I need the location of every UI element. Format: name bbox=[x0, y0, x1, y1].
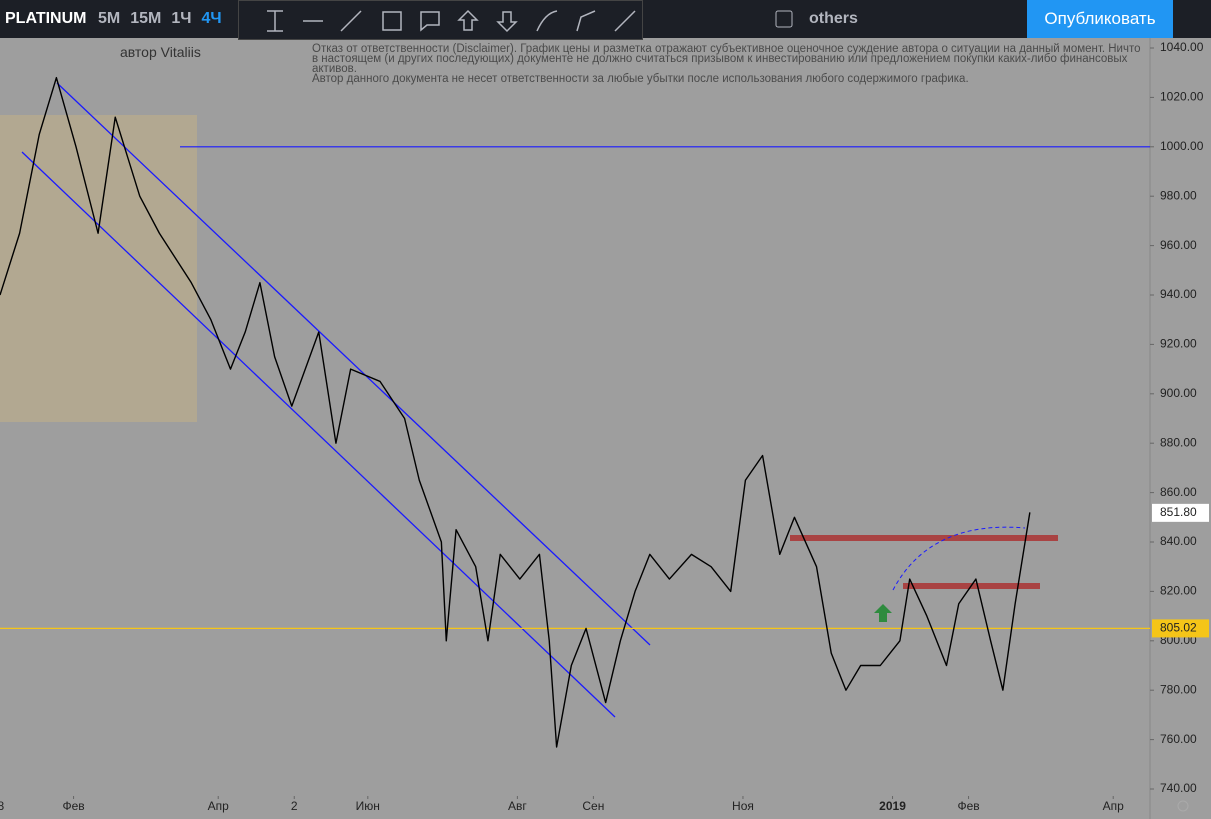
up-arrow bbox=[874, 604, 892, 622]
tool[interactable] bbox=[496, 11, 518, 33]
template-menu[interactable]: others bbox=[775, 0, 858, 38]
drawing-toolbar bbox=[238, 0, 643, 40]
square-icon bbox=[775, 10, 793, 28]
tool[interactable] bbox=[614, 10, 636, 32]
interval[interactable]: 5M bbox=[98, 10, 121, 27]
price-line bbox=[0, 76, 1031, 748]
y-tick-label: 780.00 bbox=[1160, 682, 1197, 696]
x-tick-label: Апр bbox=[1103, 799, 1125, 813]
price-tag bbox=[1152, 619, 1209, 638]
y-tick-label: 1020.00 bbox=[1160, 90, 1204, 104]
x-tick-label: Апр bbox=[208, 799, 230, 813]
x-tick-label: 18 bbox=[0, 799, 5, 813]
tool[interactable] bbox=[382, 11, 402, 31]
last-price-label: 851.80 bbox=[1160, 505, 1197, 519]
y-tick-label: 940.00 bbox=[1160, 287, 1197, 301]
projection-arc bbox=[892, 526, 1026, 591]
symbol[interactable]: PLATINUM bbox=[5, 10, 87, 27]
template-name[interactable]: others bbox=[809, 10, 858, 27]
plot: 740.00760.00780.00800.00820.00840.00860.… bbox=[0, 40, 1209, 813]
x-tick-label: Ноя bbox=[732, 799, 754, 813]
y-tick-label: 900.00 bbox=[1160, 386, 1197, 400]
y-tick-label: 860.00 bbox=[1160, 485, 1197, 499]
highlight-zone bbox=[0, 115, 197, 422]
tool[interactable] bbox=[576, 10, 596, 32]
interval[interactable]: 1Ч bbox=[171, 10, 192, 27]
x-tick-label: Июн bbox=[356, 799, 380, 813]
price-tag-label: 805.02 bbox=[1160, 621, 1197, 635]
y-tick-label: 740.00 bbox=[1160, 781, 1197, 795]
x-tick-label: Фев bbox=[957, 799, 979, 813]
y-tick-label: 840.00 bbox=[1160, 534, 1197, 548]
y-tick-label: 980.00 bbox=[1160, 188, 1197, 202]
disclaimer: Автор данного документа не несет ответст… bbox=[312, 73, 969, 85]
channel-upper bbox=[56, 82, 651, 646]
y-tick-label: 1000.00 bbox=[1160, 139, 1204, 153]
resistance-zone bbox=[790, 535, 1058, 541]
last-price-tag bbox=[1152, 503, 1209, 522]
x-tick-label: 2019 bbox=[879, 799, 906, 813]
y-tick-label: 760.00 bbox=[1160, 732, 1197, 746]
publish-button[interactable]: Опубликовать bbox=[1027, 0, 1173, 38]
tool[interactable] bbox=[457, 9, 479, 31]
x-tick-label: Сен bbox=[582, 799, 604, 813]
tool[interactable] bbox=[420, 11, 440, 32]
x-tick-label: Авг bbox=[508, 799, 527, 813]
y-tick-label: 1040.00 bbox=[1160, 40, 1204, 54]
x-tick-label: Фев bbox=[62, 799, 84, 813]
author: автор Vitaliis bbox=[120, 44, 201, 60]
disclaimer: Отказ от ответственности (Disclaimer). Г… bbox=[312, 43, 1141, 75]
interval[interactable]: 15M bbox=[130, 10, 162, 27]
settings-icon[interactable] bbox=[1177, 800, 1189, 812]
y-tick-label: 820.00 bbox=[1160, 584, 1197, 598]
tool[interactable] bbox=[267, 10, 283, 32]
x-tick-label: 2 bbox=[291, 799, 298, 813]
y-tick-label: 960.00 bbox=[1160, 238, 1197, 252]
drawing-tools bbox=[267, 9, 636, 33]
tool[interactable] bbox=[536, 10, 558, 32]
channel-lower bbox=[21, 151, 616, 718]
y-tick-label: 920.00 bbox=[1160, 337, 1197, 351]
tool[interactable] bbox=[340, 10, 362, 32]
y-tick-label: 880.00 bbox=[1160, 435, 1197, 449]
interval[interactable]: 4Ч bbox=[201, 10, 222, 27]
